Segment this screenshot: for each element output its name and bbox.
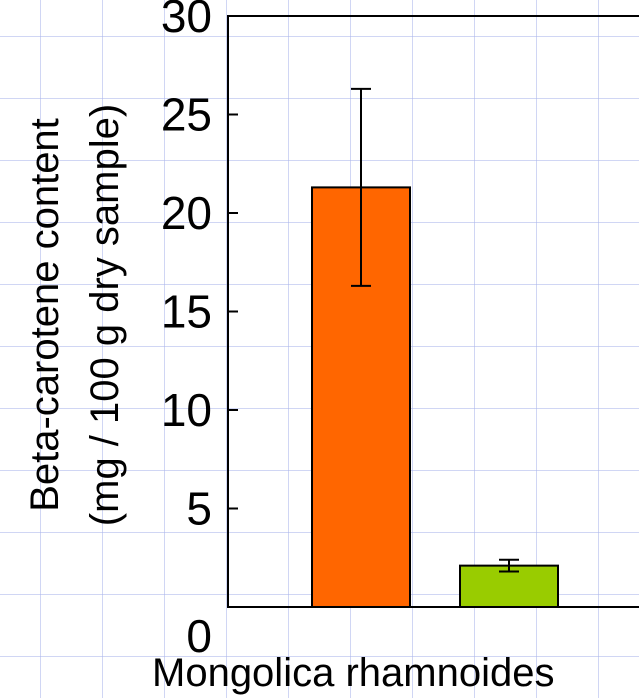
error-bar-2 bbox=[499, 558, 519, 573]
y-axis-ticks bbox=[228, 113, 238, 510]
y-tick-label: 5 bbox=[186, 483, 212, 535]
x-category-label: Mongolica rhamnoides bbox=[152, 651, 554, 695]
y-tick-label: 30 bbox=[161, 0, 212, 42]
bars bbox=[311, 186, 559, 609]
plot-frame bbox=[227, 15, 639, 608]
y-tick-label: 20 bbox=[161, 187, 212, 239]
y-tick-label: 0 bbox=[186, 610, 212, 662]
y-axis-title-line1: Beta-carotene content bbox=[23, 118, 67, 512]
y-tick-label: 25 bbox=[161, 89, 212, 141]
y-tick-label: 15 bbox=[161, 286, 212, 338]
y-axis-title-line2: (mg / 100 g dry sample) bbox=[83, 104, 127, 526]
error-bars bbox=[351, 87, 519, 573]
y-axis-tick-labels: 0 5 10 15 20 25 30 bbox=[161, 0, 212, 662]
error-bar-1 bbox=[351, 87, 371, 287]
y-tick-label: 10 bbox=[161, 384, 212, 436]
